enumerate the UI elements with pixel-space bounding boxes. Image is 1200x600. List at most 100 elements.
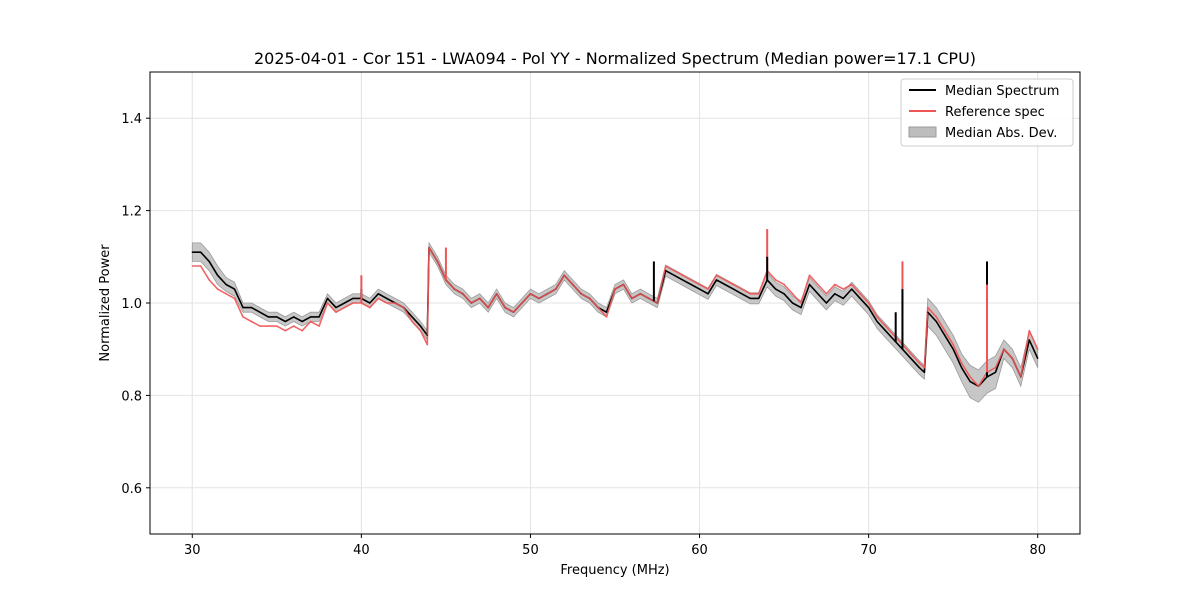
reference-point [479, 297, 481, 299]
reference-point [403, 307, 405, 309]
reference-point [301, 330, 303, 332]
x-axis-label: Frequency (MHz) [560, 563, 669, 578]
median-point [698, 288, 701, 290]
median-point [1037, 357, 1039, 360]
median-point [944, 334, 946, 336]
reference-point [673, 270, 675, 272]
median-point [673, 274, 675, 276]
median-point [758, 297, 760, 299]
legend: Median Spectrum Reference spec Median Ab… [900, 78, 1074, 147]
legend-median-label: Median Spectrum [945, 84, 1059, 99]
median-point [741, 293, 743, 295]
reference-point [276, 325, 278, 327]
median-point [233, 288, 236, 290]
median-point [969, 380, 971, 383]
reference-point [1028, 330, 1030, 332]
median-point [411, 316, 413, 318]
median-point [276, 316, 278, 318]
reference-point [555, 288, 557, 290]
median-point [419, 325, 422, 327]
reference-point [665, 265, 667, 267]
reference-point [487, 307, 489, 309]
reference-point [242, 316, 244, 318]
reference-point [191, 265, 193, 267]
reference-point [369, 307, 371, 309]
median-point [707, 293, 709, 295]
reference-point [876, 316, 878, 318]
median-point [791, 302, 794, 304]
median-point [800, 307, 802, 309]
reference-point [639, 293, 641, 295]
median-point [343, 302, 346, 304]
reference-point [343, 307, 346, 309]
median-point [377, 293, 379, 295]
median-point [923, 371, 926, 373]
mad-band [191, 241, 1039, 403]
reference-point [267, 325, 269, 327]
reference-point [1003, 348, 1005, 350]
reference-point [411, 320, 413, 323]
reference-point [250, 320, 253, 323]
reference-point [707, 288, 709, 290]
reference-point [293, 325, 295, 327]
reference-point [817, 283, 819, 286]
median-point [817, 293, 819, 295]
reference-point [589, 297, 591, 299]
reference-point [580, 293, 582, 295]
reference-point [732, 283, 734, 286]
reference-point [310, 320, 312, 323]
reference-point [352, 302, 354, 304]
median-point [284, 320, 286, 323]
reference-point [377, 297, 379, 299]
median-point [808, 283, 811, 286]
reference-point [682, 274, 684, 276]
median-point [426, 334, 428, 336]
median-point [267, 316, 269, 318]
reference-point [572, 283, 574, 286]
reference-point [859, 293, 861, 295]
reference-point [994, 367, 997, 369]
x-tick-label: 60 [691, 543, 708, 558]
y-tick-label: 1.0 [121, 297, 142, 312]
median-point [935, 320, 937, 323]
median-point [326, 297, 329, 299]
legend-box [900, 78, 1074, 147]
reference-point [326, 302, 329, 304]
reference-point [918, 362, 920, 364]
median-point [834, 293, 836, 295]
reference-point [715, 274, 718, 276]
axis-ticks: 30 40 50 60 70 80 0.6 0.8 1.0 1.2 1.4 [121, 112, 1046, 558]
reference-point [923, 367, 926, 369]
median-point [961, 367, 963, 369]
reference-point [462, 293, 464, 295]
reference-point [825, 293, 827, 295]
reference-point [944, 330, 946, 332]
median-point [910, 357, 912, 360]
reference-point [749, 293, 751, 295]
median-point [352, 297, 354, 299]
reference-point [200, 265, 202, 267]
reference-point [690, 279, 692, 281]
reference-point [783, 283, 785, 286]
median-point [851, 288, 853, 290]
reference-point [656, 302, 658, 304]
reference-point [935, 316, 937, 318]
y-tick-label: 0.8 [121, 389, 142, 404]
y-tick-label: 1.2 [121, 205, 142, 220]
reference-point [648, 297, 650, 299]
median-point [386, 297, 388, 299]
reference-point [1011, 357, 1013, 360]
reference-point [842, 288, 844, 290]
reference-point [868, 302, 870, 304]
x-tick-label: 80 [1029, 543, 1046, 558]
median-point [825, 302, 827, 304]
legend-reference-label: Reference spec [945, 105, 1045, 120]
median-point [749, 297, 751, 299]
median-point [775, 288, 777, 290]
y-tick-label: 1.4 [121, 112, 142, 127]
median-point [301, 320, 303, 323]
reference-point [217, 288, 219, 290]
chart-title: 2025-04-01 - Cor 151 - LWA094 - Pol YY -… [254, 49, 976, 68]
reference-point [529, 293, 532, 295]
reference-point [394, 302, 396, 304]
